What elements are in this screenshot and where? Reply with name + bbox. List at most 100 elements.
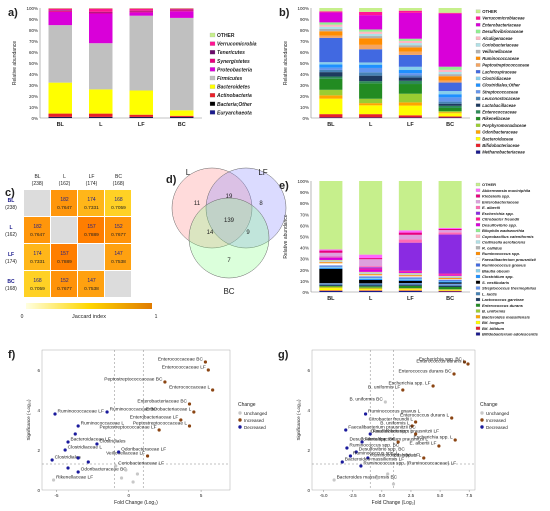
bar-segment — [48, 8, 72, 9]
bar-segment — [48, 11, 72, 26]
bar-segment — [319, 8, 343, 12]
point-label: Enterococcus durans L — [416, 359, 465, 365]
scatter-point — [179, 418, 183, 422]
bar-segment — [438, 76, 462, 81]
x-tick-label: LF — [407, 296, 414, 302]
heatmap-row-count: (168) — [5, 286, 17, 292]
y-tick-label: 2 — [307, 448, 310, 453]
legend-swatch — [475, 16, 481, 20]
point-label: Enterococcus durans BC — [398, 369, 452, 375]
bar-segment — [398, 289, 422, 291]
panel-label: e) — [279, 180, 289, 192]
x-tick-label: 7.5 — [466, 493, 473, 498]
bar-segment — [359, 29, 383, 32]
bar-segment — [319, 89, 343, 96]
bar-segment — [319, 261, 343, 262]
bar-segment — [438, 74, 462, 77]
scatter-point — [124, 468, 128, 472]
scatter-point — [348, 454, 353, 458]
bar-segment — [319, 262, 343, 264]
scatter-point — [359, 464, 363, 468]
bar-segment — [438, 181, 462, 228]
bar-segment — [438, 111, 462, 113]
x-tick-label: BL — [327, 296, 335, 302]
bar-segment — [438, 116, 462, 118]
y-tick-label: 0 — [37, 488, 40, 493]
legend-title: Change — [238, 402, 256, 408]
point-label: Ruminococcaceae BC — [110, 407, 158, 413]
y-tick-label: 100% — [297, 179, 309, 184]
bar-segment — [48, 10, 72, 12]
legend-swatch — [475, 116, 481, 121]
legend-label: Streptococcaceae — [482, 89, 519, 94]
bar-segment — [438, 94, 462, 98]
legend-label: Unchanged — [244, 411, 268, 416]
bar-segment — [398, 234, 422, 240]
bar-segment — [89, 11, 113, 13]
y-axis-label: Significance (-Log₁₀) — [296, 399, 301, 440]
y-tick-label: 90% — [300, 190, 309, 195]
point-label: B. uniformis L — [380, 421, 410, 427]
x-tick-label: 0.0 — [379, 493, 386, 498]
bar-segment — [438, 290, 462, 292]
point-label: Peptostreptococcaceae LF — [100, 425, 157, 431]
bar-segment — [438, 276, 462, 277]
heatmap-cell — [105, 244, 131, 270]
heatmap-col-count: (238) — [32, 181, 44, 187]
bar-segment — [398, 102, 422, 106]
bar-segment — [359, 103, 383, 106]
bar-segment — [89, 12, 113, 14]
bar-segment — [398, 51, 422, 55]
bar-segment — [319, 263, 343, 266]
heatmap-cell-count: 182 — [33, 224, 42, 230]
bar-segment — [398, 75, 422, 78]
legend-swatch — [475, 200, 481, 204]
bar-segment — [398, 12, 422, 39]
bar-segment — [48, 8, 72, 11]
legend-label: Blautia obeum — [482, 268, 510, 273]
bar-segment — [319, 117, 343, 118]
scatter-point — [462, 360, 467, 364]
scatter-point — [73, 432, 77, 436]
y-tick-label: 2 — [37, 448, 40, 453]
bar-segment — [438, 227, 462, 229]
bar-segment — [89, 8, 113, 9]
bar-segment — [359, 287, 383, 289]
heatmap-cell — [51, 244, 77, 270]
bar-segment — [319, 290, 343, 291]
y-tick-label: 4 — [307, 408, 310, 413]
legend-label: Lactobacillaceae — [482, 103, 516, 108]
bar-segment — [170, 116, 194, 118]
legend-swatch — [475, 263, 481, 267]
bar-segment — [438, 286, 462, 290]
scatter-point — [396, 440, 400, 444]
legend-swatch — [475, 228, 481, 233]
heatmap-cell — [78, 217, 104, 243]
bar-segment — [398, 239, 422, 243]
y-tick-label: 10% — [29, 105, 38, 110]
bar-segment — [398, 271, 422, 273]
point-label: Enterococcus durans L — [400, 413, 449, 419]
heatmap-cell-count: 174 — [87, 197, 96, 203]
heatmap-cell — [51, 271, 77, 297]
y-tick-label: 80% — [300, 201, 309, 206]
venn-region-count: 14 — [207, 230, 214, 236]
point-label: Bacteroidaceae LF — [71, 437, 111, 443]
legend-swatch — [475, 43, 481, 47]
heatmap-cell — [24, 271, 50, 297]
bar-segment — [359, 290, 383, 292]
venn-region-count: 19 — [226, 194, 233, 200]
heatmap-col-label: BC — [115, 174, 122, 180]
venn-region-count: 139 — [224, 218, 235, 224]
scatter-point — [76, 470, 80, 474]
bar-segment — [48, 117, 72, 118]
bar-segment — [319, 12, 343, 23]
legend-swatch — [475, 303, 481, 307]
bar-segment — [170, 110, 194, 116]
point-label: Desulfovibrio spp. L — [371, 429, 413, 435]
bar-segment — [398, 290, 422, 291]
legend-label: Desulfovibrio spp. — [482, 222, 517, 227]
heatmap-cell — [105, 271, 131, 297]
bar-segment — [319, 67, 343, 70]
